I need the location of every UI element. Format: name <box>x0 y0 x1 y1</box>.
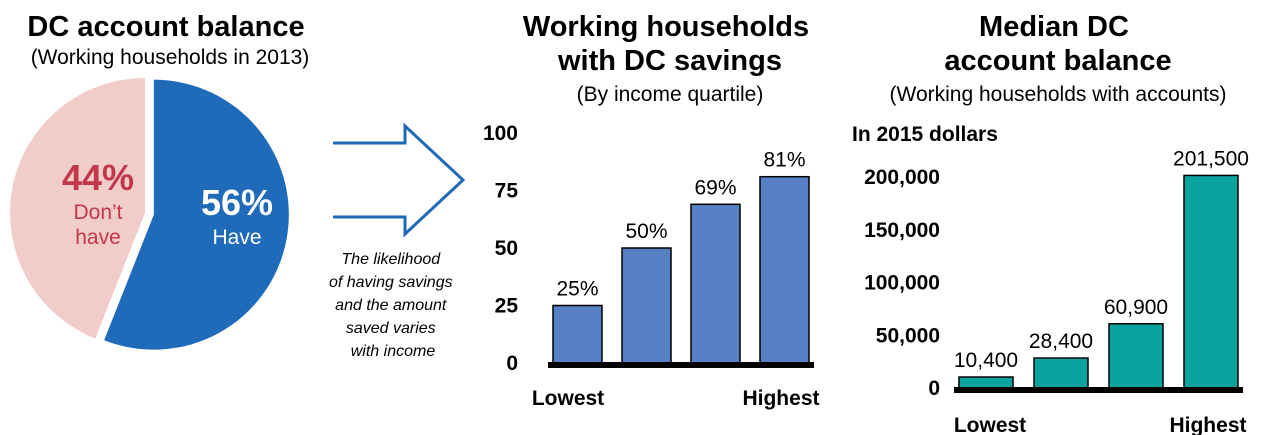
note-line: with income <box>351 343 436 360</box>
bar-data-label: 201,500 <box>1173 147 1249 170</box>
pie-slice-dont-have <box>9 77 145 339</box>
bar1-title-line: with DC savings <box>557 45 782 77</box>
note-line: The likelihood <box>341 251 441 268</box>
bar2-unit-label: In 2015 dollars <box>852 123 998 146</box>
y-tick-label: 50 <box>495 237 518 260</box>
bar <box>759 175 810 364</box>
bar-data-label: 28,400 <box>1029 330 1093 353</box>
bar-chart-median-balance: 0 50,000 100,000 150,000 200,000 10,400 28,400… <box>864 147 1249 435</box>
bar-data-label: 25% <box>556 278 598 301</box>
y-tick-label: 200,000 <box>864 166 940 189</box>
pie-label-dont-have-line: have <box>75 226 121 249</box>
bar <box>958 376 1014 389</box>
pie-label-dont-have-line: Don’t <box>73 201 122 224</box>
income-note: The likelihood of having savings and the… <box>329 251 457 360</box>
bar1-title-line: Working households <box>523 11 809 43</box>
y-tick-label: 0 <box>506 352 518 375</box>
bar-data-label: 81% <box>763 149 805 172</box>
bar-data-label: 50% <box>625 220 667 243</box>
bar-data-label: 10,400 <box>954 349 1018 372</box>
bar1-subtitle: (By income quartile) <box>577 83 764 106</box>
y-tick-label: 50,000 <box>876 324 940 347</box>
bar <box>1108 323 1164 389</box>
pie-label-have-pct: 56% <box>201 182 273 223</box>
y-tick-label: 0 <box>928 377 940 400</box>
note-line: and the amount <box>335 297 447 314</box>
bar <box>552 304 603 364</box>
pie-subtitle: (Working households in 2013) <box>31 46 310 69</box>
bar <box>690 203 741 364</box>
bar2-title: Median DC account balance <box>944 11 1171 77</box>
arrow-icon <box>333 122 466 238</box>
x-category-label: Highest <box>742 387 819 410</box>
bar2-title-line: account balance <box>944 45 1171 77</box>
x-category-label: Lowest <box>532 387 604 410</box>
y-tick-label: 100,000 <box>864 272 940 295</box>
pie-label-dont-have-pct: 44% <box>62 157 134 198</box>
bar <box>1183 174 1239 389</box>
pie-title: DC account balance <box>27 11 304 43</box>
bar-data-label: 60,900 <box>1104 296 1168 319</box>
bar <box>1033 357 1089 389</box>
note-line: saved varies <box>346 320 436 337</box>
bar-data-label: 69% <box>694 176 736 199</box>
y-tick-label: 75 <box>495 180 519 203</box>
x-category-label: Highest <box>1169 414 1246 435</box>
bar2-subtitle: (Working households with accounts) <box>890 83 1227 106</box>
bar-chart-dc-savings: 0 25 50 75 100 25% 50% 69% 81% Lowest Highest <box>483 122 820 410</box>
y-tick-label: 150,000 <box>864 219 940 242</box>
pie-slice-have <box>104 79 289 350</box>
note-line: of having savings <box>329 274 453 291</box>
y-tick-label: 25 <box>495 295 519 318</box>
x-category-label: Lowest <box>954 414 1026 435</box>
y-tick-label: 100 <box>483 122 518 145</box>
bar2-title-line: Median DC <box>979 11 1129 43</box>
pie-label-have: Have <box>212 226 261 249</box>
bar1-title: Working households with DC savings <box>523 11 817 77</box>
bar <box>621 247 672 364</box>
